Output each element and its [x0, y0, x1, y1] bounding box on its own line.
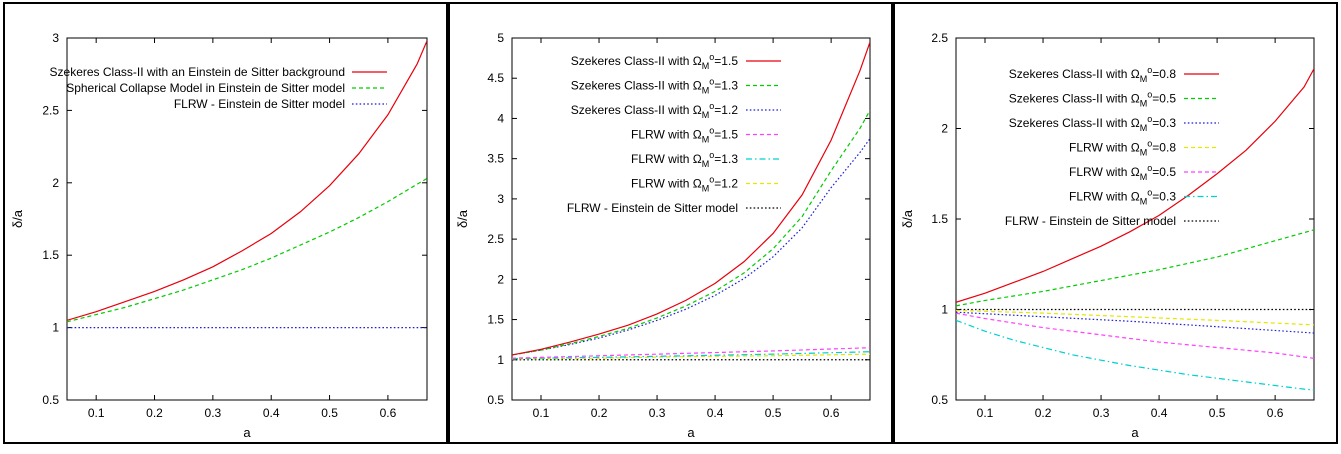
- y-tick-label: 2: [52, 176, 59, 190]
- chart-panel-1: 0.1 0.2 0.3 0.4 0.5 0.6 0.5 1 1.5 2 2.5 3 a δ/a Szeker…: [3, 2, 448, 444]
- legend-label: FLRW with ΩMo=1.5: [631, 126, 738, 145]
- series-line-1: [67, 40, 427, 321]
- plot-area: [66, 37, 428, 401]
- legend-label: FLRW - Einstein de Sitter model: [1005, 214, 1176, 228]
- x-tick-label: 0.2: [591, 406, 608, 420]
- legend-label: FLRW - Einstein de Sitter model: [567, 201, 738, 215]
- y-axis-label: δ/a: [900, 209, 915, 228]
- legend-label: Szekeres Class-II with ΩMo=0.5: [1009, 90, 1177, 109]
- y-tick-label: 5: [497, 31, 504, 45]
- series-line-6: [956, 319, 1314, 391]
- y-tick-label: 1.5: [42, 248, 59, 262]
- legend-label: FLRW - Einstein de Sitter model: [174, 97, 345, 111]
- x-tick-label: 0.1: [533, 406, 550, 420]
- x-tick-label: 0.3: [649, 406, 666, 420]
- series-line-5: [512, 351, 870, 360]
- legend-label: FLRW with ΩMo=0.3: [1069, 188, 1176, 207]
- y-tick-label: 4.5: [487, 71, 504, 85]
- y-tick-label: 2: [497, 272, 504, 286]
- x-tick-label: 0.3: [1093, 406, 1110, 420]
- x-tick-label: 0.5: [321, 406, 338, 420]
- series-line-1: [512, 41, 870, 356]
- x-tick-label: 0.4: [707, 406, 724, 420]
- series-line-5: [956, 312, 1314, 359]
- y-tick-label: 0.5: [42, 393, 59, 407]
- x-tick-label: 0.4: [263, 406, 280, 420]
- series-line-2: [956, 229, 1314, 307]
- legend-label: FLRW with ΩMo=0.8: [1069, 139, 1176, 158]
- y-tick-label: 2: [941, 122, 948, 136]
- series-group: [67, 40, 427, 329]
- x-tick-label: 0.2: [146, 406, 163, 420]
- y-tick-label: 0.5: [931, 393, 948, 407]
- series-line-6: [512, 353, 870, 360]
- panel-frame: [3, 2, 448, 444]
- x-axis-label: a: [1131, 425, 1139, 440]
- y-tick-label: 1: [497, 353, 504, 367]
- series-group: [956, 68, 1314, 391]
- series-line-4: [512, 347, 870, 359]
- x-tick-label: 0.2: [1035, 406, 1052, 420]
- y-axis-label: δ/a: [455, 209, 470, 228]
- legend-label: FLRW with ΩMo=0.5: [1069, 163, 1176, 182]
- y-tick-label: 1.5: [931, 212, 948, 226]
- x-tick-label: 0.1: [88, 406, 105, 420]
- legend-label: Szekeres Class-II with ΩMo=0.3: [1009, 114, 1177, 133]
- series-group: [512, 41, 870, 361]
- panel-frame: [448, 2, 893, 444]
- y-tick-label: 4: [497, 111, 504, 125]
- y-tick-label: 0.5: [487, 393, 504, 407]
- legend-label: Szekeres Class-II with ΩMo=1.2: [571, 101, 739, 120]
- y-tick-label: 1.5: [487, 313, 504, 327]
- x-tick-label: 0.6: [1267, 406, 1284, 420]
- y-tick-label: 1: [52, 321, 59, 335]
- y-tick-label: 3: [52, 31, 59, 45]
- y-axis-label: δ/a: [10, 209, 25, 228]
- x-axis-label: a: [243, 425, 251, 440]
- x-axis-label: a: [687, 425, 695, 440]
- x-tick-label: 0.3: [205, 406, 222, 420]
- y-tick-label: 3.5: [487, 152, 504, 166]
- panel-frame: [893, 2, 1338, 444]
- y-tick-label: 2.5: [42, 103, 59, 117]
- x-tick-label: 0.1: [977, 406, 994, 420]
- y-tick-label: 1: [941, 303, 948, 317]
- y-tick-label: 2.5: [931, 31, 948, 45]
- legend-label: FLRW with ΩMo=1.3: [631, 150, 738, 169]
- legend-label: FLRW with ΩMo=1.2: [631, 175, 738, 194]
- legend-label: Szekeres Class-II with ΩMo=1.5: [571, 52, 739, 71]
- chart-panel-2: 0.1 0.2 0.3 0.4 0.5 0.6 0.5 1 1.5 2 2.5 3 3.5 4 4.5 5 a δ…: [448, 2, 893, 444]
- y-tick-label: 2.5: [487, 232, 504, 246]
- x-tick-label: 0.5: [765, 406, 782, 420]
- x-tick-label: 0.6: [380, 406, 397, 420]
- x-tick-label: 0.6: [823, 406, 840, 420]
- legend-label: Spherical Collapse Model in Einstein de …: [66, 81, 345, 95]
- series-line-1: [956, 68, 1314, 303]
- legend-label: Szekeres Class-II with ΩMo=1.3: [571, 77, 739, 96]
- series-line-3: [512, 138, 870, 356]
- series-line-2: [67, 177, 427, 323]
- legend-label: Szekeres Class-II with an Einstein de Si…: [50, 65, 345, 79]
- y-tick-label: 3: [497, 192, 504, 206]
- x-tick-label: 0.5: [1209, 406, 1226, 420]
- legend-label: Szekeres Class-II with ΩMo=0.8: [1009, 65, 1177, 84]
- series-line-2: [512, 110, 870, 356]
- series-line-4: [956, 309, 1314, 326]
- x-tick-label: 0.4: [1151, 406, 1168, 420]
- plot-area: [511, 37, 871, 401]
- series-line-3: [956, 311, 1314, 334]
- chart-panel-3: 0.1 0.2 0.3 0.4 0.5 0.6 0.5 1 1.5 2 2.5 a δ/a Szekere…: [893, 2, 1338, 444]
